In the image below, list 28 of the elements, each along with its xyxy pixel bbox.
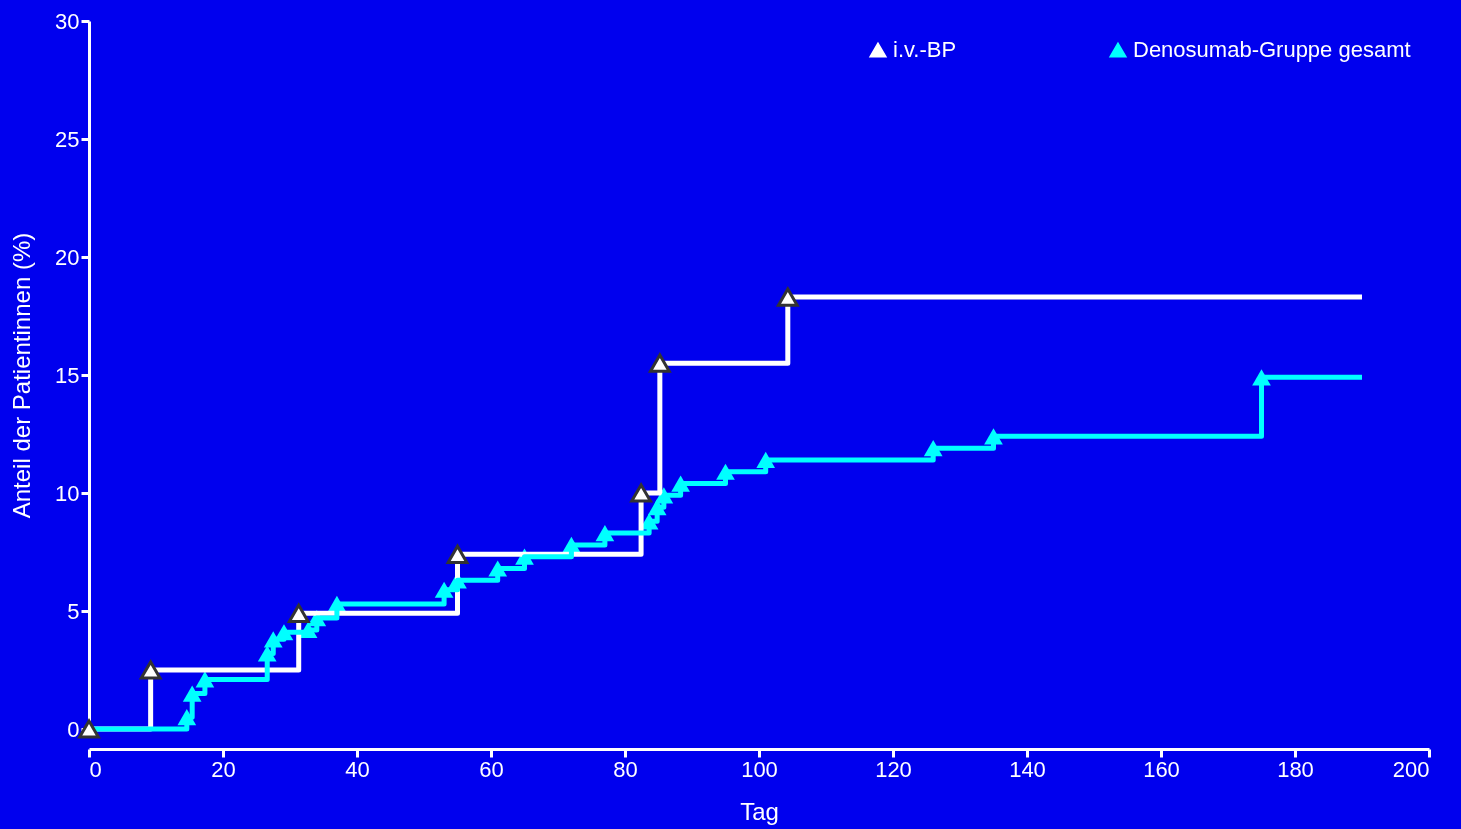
x-tick-label: 60 (479, 756, 504, 782)
point (446, 544, 469, 564)
y-tick-label: 10 (55, 480, 80, 506)
point (139, 660, 162, 680)
x-tick-label: 200 (1392, 756, 1430, 782)
legend-label: i.v.-BP (893, 37, 957, 62)
x-tick-label: 20 (211, 756, 236, 782)
x-tick-label: 120 (875, 756, 912, 782)
y-tick-label: 20 (55, 244, 80, 270)
legend-label: Denosumab-Gruppe gesamt (1133, 37, 1411, 62)
x-tick-label: 180 (1277, 756, 1314, 782)
y-tick-label: 0 (67, 716, 80, 742)
point (287, 603, 310, 623)
x-tick-label: 100 (741, 756, 778, 782)
y-tick-label: 5 (67, 598, 80, 624)
x-tick-label: 80 (613, 756, 638, 782)
point (776, 287, 799, 307)
point (630, 483, 652, 503)
y-tick-label: 15 (55, 362, 80, 388)
point (648, 353, 671, 373)
x-tick-label: 160 (1143, 756, 1180, 782)
x-axis-title: Tag (740, 797, 779, 825)
y-tick-label: 30 (55, 8, 80, 34)
y-tick-label: 25 (55, 126, 80, 152)
x-tick-label: 140 (1009, 756, 1046, 782)
y-axis-title: Anteil der Patientinnen (%) (8, 232, 36, 519)
x-tick-label: 40 (345, 756, 370, 782)
x-tick-label: 0 (89, 756, 102, 782)
